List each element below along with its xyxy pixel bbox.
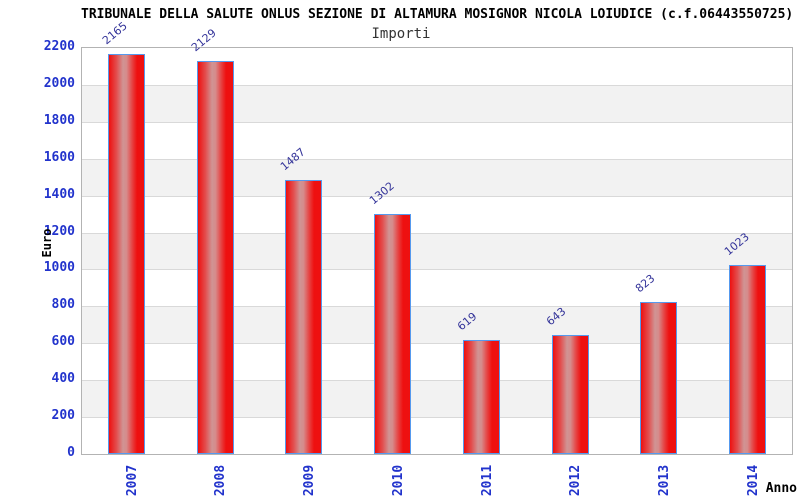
y-gridline <box>82 306 792 308</box>
y-axis-title: Euro <box>40 228 54 258</box>
bar-2009 <box>285 179 323 454</box>
bar-2011 <box>462 339 500 454</box>
plot-band <box>82 48 792 85</box>
y-gridline <box>82 269 792 271</box>
plot-band <box>82 417 792 454</box>
chart-title: TRIBUNALE DELLA SALUTE ONLUS SEZIONE DI … <box>81 7 794 22</box>
chart-subtitle: Importi <box>371 26 431 42</box>
x-tick-label-2010: 2010 <box>379 460 419 500</box>
bar-2010 <box>374 213 412 454</box>
x-tick-text: 2007 <box>124 464 140 496</box>
plot-band <box>82 306 792 344</box>
plot-band <box>82 158 792 196</box>
x-tick-label-2009: 2009 <box>290 460 330 500</box>
bar-2013 <box>640 302 678 454</box>
x-tick-label-2011: 2011 <box>467 460 507 500</box>
y-tick-label: 2000 <box>43 75 75 91</box>
y-tick-label: 1400 <box>43 186 75 202</box>
y-gridline <box>82 195 792 197</box>
y-gridline <box>82 84 792 86</box>
plot-area: 2165 2129 1487 1302 619 643 823 1023 <box>81 20 793 455</box>
plot-band <box>82 232 792 270</box>
x-axis-title: Anno <box>765 481 797 496</box>
y-tick-label: 800 <box>51 297 75 313</box>
plot-band <box>82 195 792 233</box>
plot-band <box>82 121 792 159</box>
plot-band <box>82 343 792 381</box>
plot-band <box>82 380 792 418</box>
y-tick-label: 2200 <box>43 39 75 54</box>
plot-band <box>82 269 792 307</box>
x-tick-label-2012: 2012 <box>556 460 596 500</box>
y-tick-label: 200 <box>51 408 75 424</box>
x-tick-label-2008: 2008 <box>201 460 241 500</box>
x-tick-label-2013: 2013 <box>645 460 685 500</box>
x-tick-text: 2010 <box>391 464 407 496</box>
x-tick-text: 2014 <box>746 464 762 496</box>
y-tick-label: 1800 <box>43 112 75 128</box>
y-gridline <box>82 158 792 160</box>
bar-2008 <box>196 61 234 454</box>
x-tick-text: 2012 <box>568 464 584 496</box>
plot-band <box>82 84 792 122</box>
x-tick-label-2007: 2007 <box>112 460 152 500</box>
bar-2012 <box>551 335 589 454</box>
y-tick-label: 0 <box>67 445 75 460</box>
bar-2014 <box>729 265 767 454</box>
y-tick-label: 600 <box>51 334 75 350</box>
x-tick-text: 2008 <box>213 464 229 496</box>
x-tick-text: 2013 <box>657 464 673 496</box>
y-tick-label: 1200 <box>43 223 75 239</box>
x-tick-text: 2009 <box>302 464 318 496</box>
y-gridline <box>82 417 792 419</box>
y-gridline <box>82 380 792 382</box>
y-tick-label: 1600 <box>43 149 75 165</box>
y-tick-label: 1000 <box>43 260 75 276</box>
y-gridline <box>82 121 792 123</box>
x-tick-text: 2011 <box>479 464 495 496</box>
y-gridline <box>82 343 792 345</box>
bar-2007 <box>107 54 145 454</box>
y-gridline <box>82 232 792 234</box>
y-tick-label: 400 <box>51 371 75 387</box>
